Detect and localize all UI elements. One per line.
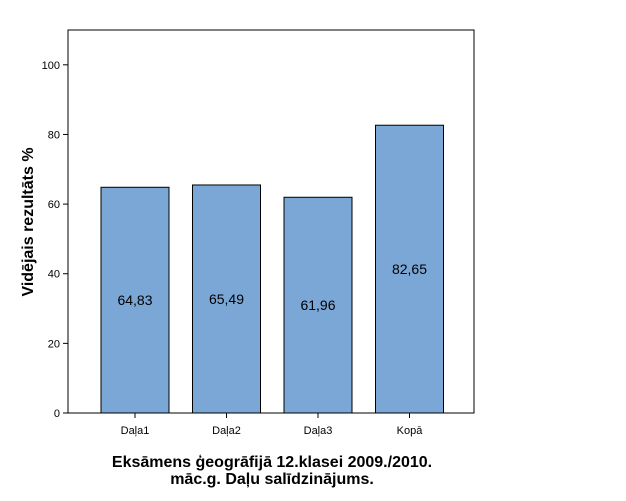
y-tick-label: 20: [48, 338, 60, 350]
bar: [375, 124, 444, 414]
bar: [283, 196, 353, 414]
x-axis-title-line-1: Eksāmens ģeogrāfijā 12.klasei 2009./2010…: [112, 453, 432, 471]
x-category-label: Kopā: [397, 425, 424, 437]
x-axis-title-line-2: māc.g. Daļu salīdzinājums.: [170, 471, 374, 488]
bars-layer: 64,83 65,49 61,96 82,65: [100, 124, 444, 414]
y-axis-title: Vidējais rezultāts %: [20, 147, 37, 296]
bar-value-label: 65,49: [209, 291, 244, 307]
y-tick-label: 0: [54, 408, 60, 420]
y-tick-label: 80: [48, 129, 60, 141]
x-category-label: Daļa1: [121, 425, 150, 437]
bar: [192, 184, 261, 414]
y-tick-label: 60: [48, 199, 60, 211]
y-tick-label: 40: [48, 269, 60, 281]
bar-value-label: 61,96: [300, 297, 335, 313]
bar: [100, 186, 170, 414]
x-category-label: Daļa2: [212, 425, 241, 437]
x-category-label: Daļa3: [304, 425, 333, 437]
bar-value-label: 64,83: [117, 292, 152, 308]
y-axis: 0 20 40 60 80 100: [42, 60, 68, 420]
bar-value-label: 82,65: [392, 261, 427, 277]
x-axis: Daļa1 Daļa2 Daļa3 Kopā: [121, 413, 424, 437]
y-tick-label: 100: [42, 60, 60, 72]
